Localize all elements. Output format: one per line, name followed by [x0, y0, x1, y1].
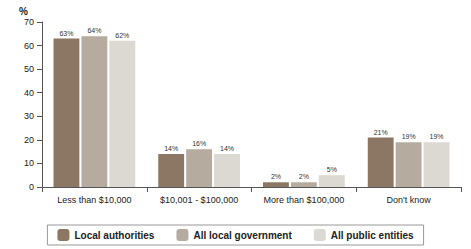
svg-text:40: 40 [24, 88, 34, 98]
svg-text:20: 20 [24, 135, 34, 145]
svg-text:19%: 19% [402, 133, 416, 140]
svg-text:50: 50 [24, 64, 34, 74]
svg-text:63%: 63% [59, 30, 73, 37]
svg-text:Less than $10,000: Less than $10,000 [57, 195, 131, 205]
svg-text:5%: 5% [327, 166, 337, 173]
svg-text:21%: 21% [374, 129, 388, 136]
svg-text:More than $100,000: More than $100,000 [264, 195, 345, 205]
svg-text:All public entities: All public entities [331, 230, 414, 241]
svg-text:All local government: All local government [193, 230, 292, 241]
svg-text:0: 0 [29, 182, 34, 192]
svg-text:2%: 2% [299, 173, 309, 180]
svg-text:30: 30 [24, 111, 34, 121]
svg-text:14%: 14% [164, 145, 178, 152]
svg-text:19%: 19% [430, 133, 444, 140]
svg-text:16%: 16% [192, 140, 206, 147]
svg-text:14%: 14% [220, 145, 234, 152]
svg-text:2%: 2% [271, 173, 281, 180]
svg-text:70: 70 [24, 17, 34, 27]
svg-text:10: 10 [24, 158, 34, 168]
svg-text:Local authorities: Local authorities [74, 230, 154, 241]
svg-text:$10,001 - $100,000: $10,001 - $100,000 [160, 195, 238, 205]
svg-text:%: % [19, 6, 28, 17]
svg-text:60: 60 [24, 41, 34, 51]
svg-text:62%: 62% [115, 32, 129, 39]
svg-text:64%: 64% [87, 27, 101, 34]
svg-text:Don't know: Don't know [387, 195, 432, 205]
